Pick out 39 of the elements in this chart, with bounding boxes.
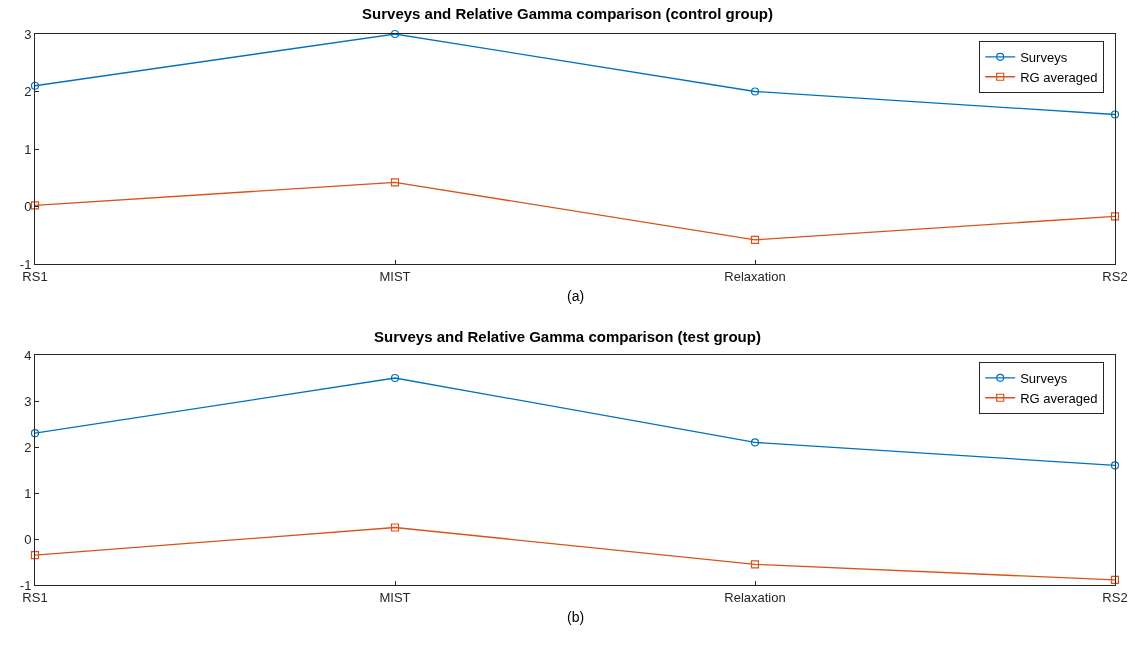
legend-label: RG averaged	[1020, 390, 1098, 406]
y-tick-label: 3	[24, 393, 32, 409]
y-tick-label: 1	[24, 485, 32, 501]
x-tick-label: MIST	[379, 268, 411, 284]
point	[750, 560, 760, 569]
legend-label: Surveys	[1020, 370, 1068, 386]
y-tick-label: 2	[24, 439, 32, 455]
y-tick-label: 3	[24, 26, 32, 42]
point	[1110, 575, 1120, 585]
point	[30, 551, 40, 560]
legend-label: RG averaged	[1020, 69, 1098, 85]
y-tick-label: 0	[24, 199, 32, 215]
chart-title: Surveys and Relative Gamma comparison (control group)	[362, 4, 773, 22]
point	[750, 235, 760, 244]
point	[390, 178, 400, 187]
x-tick-label: RS2	[1102, 268, 1128, 284]
point	[30, 429, 40, 438]
x-tick-label: Relaxation	[724, 589, 786, 605]
point	[390, 523, 400, 532]
point	[750, 87, 760, 96]
point	[390, 373, 400, 383]
point	[390, 29, 400, 39]
legend-label: Surveys	[1020, 49, 1068, 65]
x-tick-label: MIST	[379, 589, 411, 605]
point	[1110, 461, 1120, 470]
point	[750, 438, 760, 447]
y-tick-label: 1	[24, 141, 32, 157]
x-tick-label: RS2	[1102, 589, 1128, 605]
y-tick-label: 0	[24, 531, 32, 547]
y-tick-label: 4	[24, 347, 32, 363]
y-tick-label: 2	[24, 84, 32, 100]
text: (b)	[567, 609, 585, 625]
point	[1110, 110, 1120, 119]
chart-title: Surveys and Relative Gamma comparison (test group)	[374, 327, 761, 345]
point	[1110, 212, 1120, 221]
point	[30, 201, 40, 210]
x-tick-label: Relaxation	[724, 268, 786, 284]
point	[30, 81, 40, 90]
text: (a)	[567, 288, 585, 304]
